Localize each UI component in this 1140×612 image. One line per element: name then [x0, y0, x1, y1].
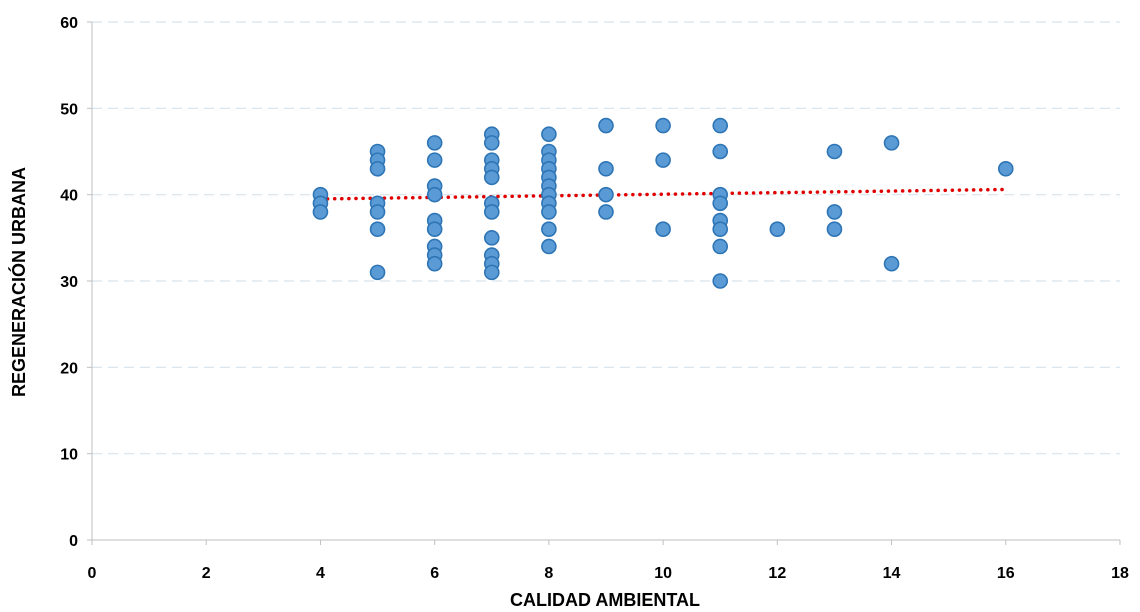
data-point [826, 143, 843, 160]
data-point [655, 221, 671, 237]
data-point [426, 255, 443, 272]
data-point [769, 221, 786, 237]
data-point [598, 117, 614, 134]
y-tick-label: 40 [60, 188, 78, 205]
x-tick-label: 12 [768, 565, 786, 582]
data-point [426, 186, 443, 203]
data-point [483, 169, 500, 186]
data-point [483, 135, 500, 151]
data-point [541, 204, 557, 220]
data-point [483, 230, 500, 246]
gridlines [92, 21, 1120, 455]
data-point [369, 160, 386, 177]
x-tick-label: 10 [654, 565, 672, 582]
x-tick-label: 6 [430, 565, 439, 582]
x-tick-label: 14 [883, 565, 901, 582]
data-point [883, 255, 900, 272]
x-tick-label: 0 [88, 565, 97, 582]
data-point [712, 143, 729, 160]
data-point [655, 117, 671, 134]
data-point [712, 221, 729, 237]
data-point [598, 186, 614, 203]
data-points [312, 117, 1014, 289]
data-point [712, 195, 729, 212]
y-tick-label: 0 [69, 533, 78, 550]
data-point [598, 160, 614, 177]
data-point [312, 204, 329, 220]
y-tick-labels: 0 10 20 30 40 50 60 [60, 15, 78, 550]
trendline-group [318, 187, 1008, 201]
data-point [883, 135, 900, 151]
data-point [426, 135, 443, 151]
y-tick-label: 20 [60, 360, 78, 377]
y-tick-label: 10 [60, 447, 78, 464]
data-point [598, 204, 614, 220]
data-point [426, 152, 443, 168]
data-point [483, 264, 500, 281]
y-tick-label: 30 [60, 274, 78, 291]
data-point [541, 126, 557, 143]
x-axis-title: CALIDAD AMBIENTAL [510, 590, 700, 610]
data-point [369, 204, 386, 220]
data-point [369, 221, 386, 237]
y-tick-label: 60 [60, 15, 78, 32]
trendline [318, 187, 1008, 201]
data-point [712, 273, 729, 289]
y-tick-label: 50 [60, 101, 78, 118]
x-tick-label: 2 [202, 565, 211, 582]
data-point [369, 264, 386, 281]
data-point [712, 238, 729, 255]
data-point [426, 221, 443, 237]
x-tick-label: 4 [316, 565, 325, 582]
x-tick-label: 8 [544, 565, 553, 582]
data-point [997, 160, 1014, 177]
data-point [712, 117, 729, 134]
data-point [826, 221, 843, 237]
axes [87, 21, 1121, 545]
data-point [826, 204, 843, 220]
x-tick-labels: 0 2 4 6 8 10 12 14 16 18 [88, 565, 1129, 582]
x-tick-label: 18 [1111, 565, 1129, 582]
data-point [541, 238, 557, 255]
data-point [655, 152, 671, 168]
data-point [483, 204, 500, 220]
y-axis-title: REGENERACIÓN URBANA [8, 167, 29, 397]
x-tick-label: 16 [997, 565, 1015, 582]
data-point [541, 221, 557, 237]
